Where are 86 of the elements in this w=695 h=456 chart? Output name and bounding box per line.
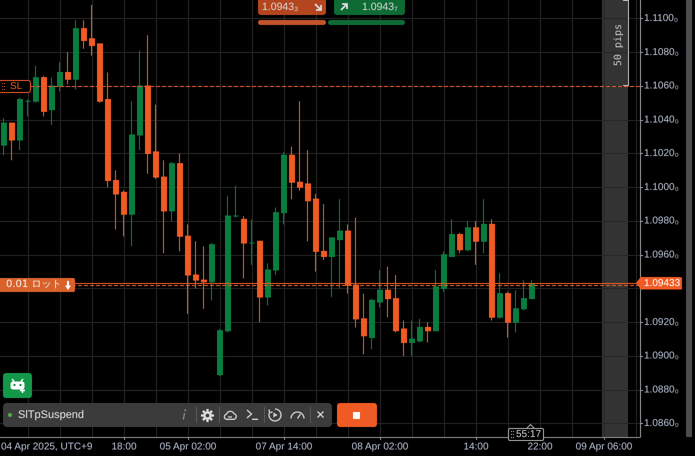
annotation: 50 pips [613,24,624,66]
candlestick [497,272,503,320]
y-tick-label: 1.1060₀ [644,80,679,92]
candlestick [129,100,135,247]
candlestick [113,170,119,230]
x-tick-label: 08 Apr 02:00 [352,442,409,452]
candlestick [409,320,415,357]
candlestick [313,194,319,272]
candlestick [425,322,431,344]
y-tick-label: 1.0980₀ [644,216,679,227]
candlestick [481,198,487,254]
candlestick [217,328,223,377]
buy-button: 1.0943₇ [334,0,405,15]
candlestick [417,318,423,344]
candlestick [137,50,143,151]
candlestick [121,190,127,237]
candlestick [9,122,15,161]
candlestick [401,320,407,357]
candlestick [337,198,343,290]
x-tick-label: 09 Apr 06:00 [576,442,633,452]
candlestick [233,185,239,218]
candlestick [73,20,79,90]
candlestick [441,250,447,292]
x-tick-label: 07 Apr 14:00 [256,442,313,452]
candlestick [305,150,311,242]
candlestick [225,195,231,333]
candlestick [321,204,327,260]
y-tick-label: 1.1040₀ [644,114,679,126]
candlestick [209,242,215,301]
candlestick [169,161,175,222]
candlestick [433,269,439,332]
annotation: 1.0943₃ [262,0,298,14]
ref-line-label: SL [10,81,22,92]
y-tick-label: 1.0960₀ [644,249,679,260]
candlestick [153,104,159,180]
annotation: 55:17 [516,429,542,440]
candlestick [329,237,335,298]
candlestick [1,118,7,156]
annotation: SlTpSuspend [18,408,84,422]
candlestick [457,232,463,254]
y-tick-label: 1.1080₀ [644,46,679,58]
candlestick [529,280,535,300]
sell-button: 1.0943₃ [258,0,326,15]
annotation: 1.0943₇ [362,0,398,14]
tag: 0.01 ロット [0,278,76,292]
candlestick [177,153,183,252]
candlestick [521,280,527,311]
y-tick-label: 1.1000₀ [644,182,679,193]
y-tick-label: 1.0860₀ [644,418,679,429]
candlestick [25,99,31,117]
candlestick [57,62,63,92]
candlestick [81,20,87,50]
candlestick [473,220,479,266]
candlestick [377,269,383,308]
y-tick-label: 1.0920₀ [644,316,679,328]
y-tick-label: 1.0900₀ [644,350,679,362]
x-axis-title: 04 Apr 2025, UTC+9 [1,442,93,452]
candlestick [361,293,367,355]
candlestick [289,146,295,200]
candlestick [369,298,375,350]
candlestick [297,100,303,192]
candlestick [265,262,271,306]
y-tick-label: 1.0880₀ [644,384,679,396]
y-tick-label: 1.1020₀ [644,148,679,160]
candlestick [513,290,519,333]
candlestick [249,218,255,266]
candlestick [449,218,455,257]
candlestick [17,97,23,151]
ref-line-label: 1.09433 [644,276,680,290]
candlestick [49,77,55,126]
x-tick-label: 18:00 [111,442,137,452]
x-tick-label: 14:00 [463,442,489,452]
x-tick-label: 22:00 [527,442,553,452]
price-tag: 1.09433 [636,276,682,290]
candlestick [89,4,95,56]
candlestick [465,220,471,252]
ref-line-label: 0.01 ロット [6,278,62,292]
candlestick [33,65,39,104]
candlestick [273,207,279,276]
tag: SL [0,80,31,93]
candlestick [281,151,287,225]
candlestick [161,160,167,254]
x-tick-label: 05 Apr 02:00 [160,442,217,452]
candlestick [505,291,511,338]
y-tick-label: 1.1100₀ [644,13,678,24]
candlestick [241,215,247,279]
